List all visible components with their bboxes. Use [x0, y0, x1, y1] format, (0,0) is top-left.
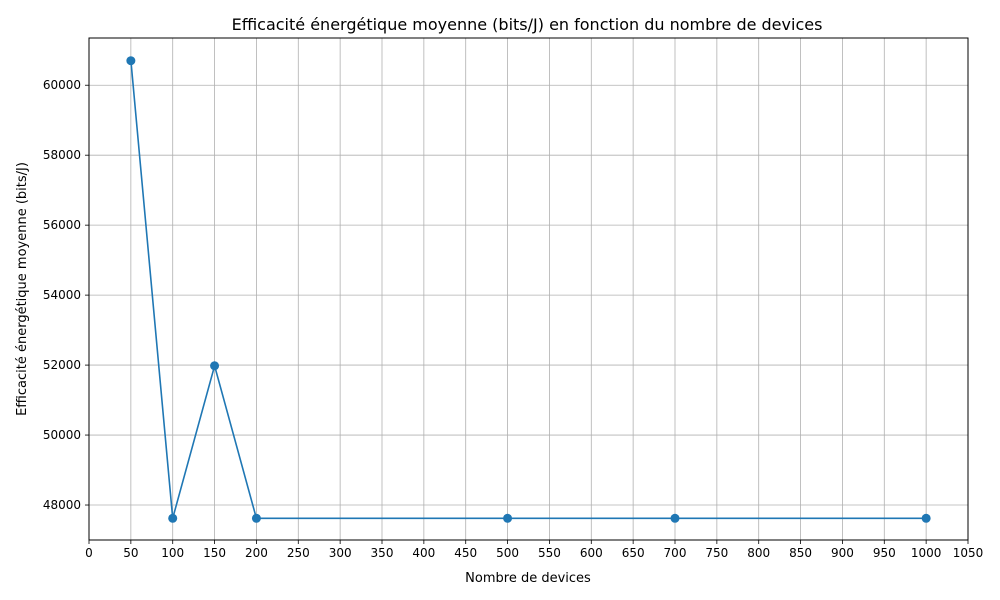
y-tick-label: 52000: [43, 358, 81, 372]
y-tick-label: 48000: [43, 498, 81, 512]
x-tick-label: 500: [496, 546, 519, 560]
data-point: [503, 513, 513, 523]
x-tick-label: 950: [873, 546, 896, 560]
y-tick-label: 54000: [43, 288, 81, 302]
data-point: [251, 513, 261, 523]
x-tick-label: 350: [371, 546, 394, 560]
y-tick-label: 50000: [43, 428, 81, 442]
series-group: [126, 56, 931, 523]
data-point: [921, 513, 931, 523]
x-tick-label: 1000: [911, 546, 942, 560]
x-tick-label: 400: [412, 546, 435, 560]
x-tick-label: 300: [329, 546, 352, 560]
x-tick-label: 1050: [953, 546, 984, 560]
data-point: [210, 361, 220, 371]
x-tick-label: 650: [622, 546, 645, 560]
y-axis-label: Efficacité énergétique moyenne (bits/J): [15, 162, 30, 416]
x-tick-label: 900: [831, 546, 854, 560]
x-tick-label: 750: [705, 546, 728, 560]
x-tick-label: 50: [123, 546, 138, 560]
x-tick-label: 250: [287, 546, 310, 560]
x-tick-label: 800: [747, 546, 770, 560]
x-tick-label: 700: [664, 546, 687, 560]
x-axis: 0 50 100 150 200 250 300 350 400 450 500 550 600 650 7…: [85, 540, 983, 560]
grid: [88, 38, 969, 540]
y-tick-label: 60000: [43, 78, 81, 92]
x-tick-label: 450: [454, 546, 477, 560]
y-tick-label: 58000: [43, 148, 81, 162]
x-tick-label: 200: [245, 546, 268, 560]
x-tick-label: 850: [789, 546, 812, 560]
plot-frame: [88, 37, 969, 541]
x-tick-label: 0: [85, 546, 93, 560]
x-tick-label: 550: [538, 546, 561, 560]
data-point: [670, 513, 680, 523]
x-tick-label: 150: [203, 546, 226, 560]
y-tick-label: 56000: [43, 218, 81, 232]
x-tick-label: 100: [161, 546, 184, 560]
chart-title: Efficacité énergétique moyenne (bits/J) …: [232, 15, 823, 34]
x-axis-label: Nombre de devices: [465, 571, 591, 586]
y-axis: 48000 50000 52000 54000 56000 58000 60000: [43, 78, 89, 512]
x-tick-label: 600: [580, 546, 603, 560]
series-line: [130, 60, 927, 520]
data-point: [168, 513, 178, 523]
data-point: [126, 56, 136, 66]
